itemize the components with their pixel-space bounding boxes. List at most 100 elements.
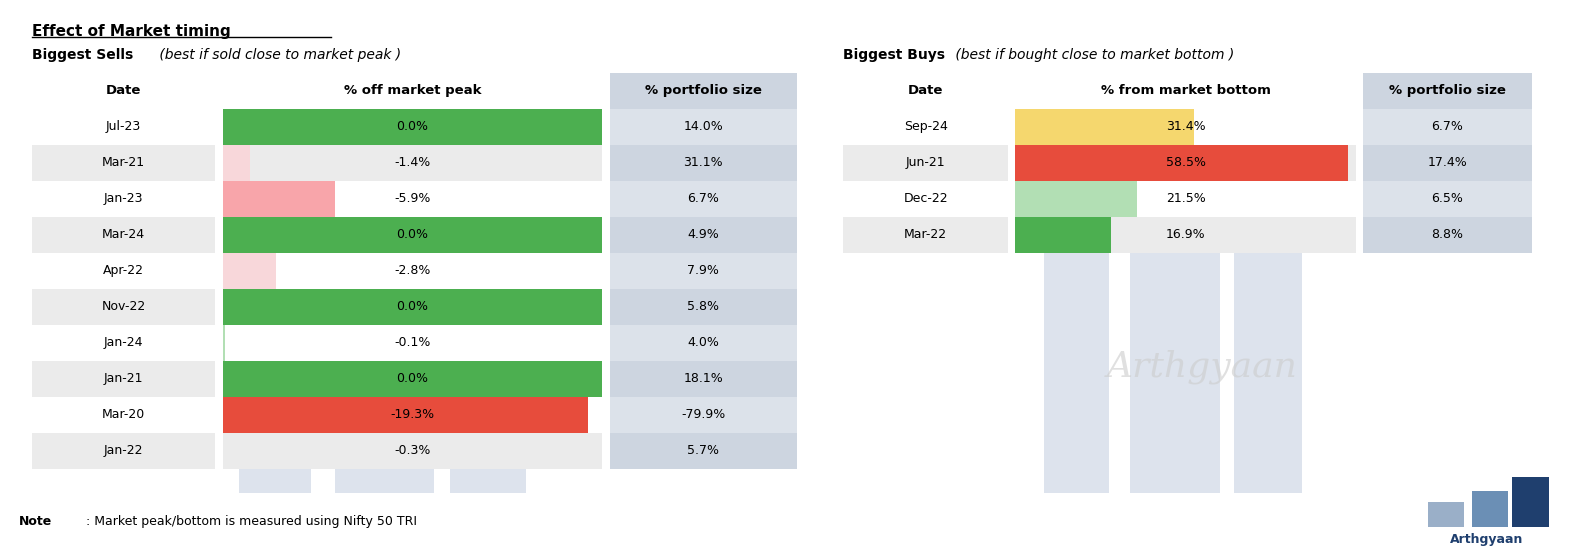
FancyBboxPatch shape (609, 288, 797, 325)
Text: 0.0%: 0.0% (397, 372, 429, 385)
FancyBboxPatch shape (223, 361, 603, 396)
Text: % from market bottom: % from market bottom (1101, 84, 1270, 97)
FancyBboxPatch shape (223, 396, 603, 433)
FancyBboxPatch shape (223, 325, 603, 361)
Text: 31.4%: 31.4% (1165, 120, 1205, 133)
Text: Arthgyaan: Arthgyaan (1449, 533, 1524, 546)
Text: Date: Date (909, 84, 944, 97)
FancyBboxPatch shape (843, 108, 1007, 145)
FancyBboxPatch shape (1015, 181, 1138, 217)
FancyBboxPatch shape (32, 253, 215, 288)
Text: 7.9%: 7.9% (687, 264, 719, 277)
Text: 16.9%: 16.9% (1165, 228, 1205, 241)
FancyBboxPatch shape (32, 145, 215, 181)
Text: Apr-22: Apr-22 (104, 264, 143, 277)
Text: 18.1%: 18.1% (684, 372, 724, 385)
FancyBboxPatch shape (239, 468, 311, 494)
FancyBboxPatch shape (609, 181, 797, 217)
FancyBboxPatch shape (1234, 253, 1302, 494)
Text: 0.0%: 0.0% (397, 300, 429, 313)
FancyBboxPatch shape (32, 217, 215, 253)
FancyBboxPatch shape (609, 73, 797, 108)
FancyBboxPatch shape (1015, 145, 1347, 181)
FancyBboxPatch shape (609, 253, 797, 288)
Text: Note: Note (19, 515, 53, 528)
FancyBboxPatch shape (32, 396, 215, 433)
FancyBboxPatch shape (1471, 491, 1508, 527)
Text: 31.1%: 31.1% (684, 156, 724, 169)
FancyBboxPatch shape (609, 108, 797, 145)
FancyBboxPatch shape (223, 325, 225, 361)
Text: 21.5%: 21.5% (1165, 192, 1205, 205)
Text: Sep-24: Sep-24 (904, 120, 948, 133)
Text: 5.8%: 5.8% (687, 300, 719, 313)
FancyBboxPatch shape (1363, 108, 1532, 145)
Text: 4.9%: 4.9% (687, 228, 719, 241)
FancyBboxPatch shape (223, 433, 603, 468)
FancyBboxPatch shape (609, 325, 797, 361)
FancyBboxPatch shape (1015, 145, 1356, 181)
FancyBboxPatch shape (223, 253, 276, 288)
Text: Jan-22: Jan-22 (104, 444, 143, 457)
FancyBboxPatch shape (223, 181, 335, 217)
FancyBboxPatch shape (1130, 253, 1219, 494)
FancyBboxPatch shape (609, 396, 797, 433)
Text: (best if bought close to market bottom ): (best if bought close to market bottom ) (950, 49, 1234, 63)
FancyBboxPatch shape (32, 73, 593, 108)
Text: % off market peak: % off market peak (344, 84, 481, 97)
Text: 58.5%: 58.5% (1165, 156, 1205, 169)
Text: 0.0%: 0.0% (397, 120, 429, 133)
FancyBboxPatch shape (32, 433, 215, 468)
FancyBboxPatch shape (223, 288, 603, 325)
FancyBboxPatch shape (1015, 108, 1356, 145)
FancyBboxPatch shape (32, 288, 215, 325)
FancyBboxPatch shape (609, 217, 797, 253)
FancyBboxPatch shape (1513, 477, 1549, 527)
FancyBboxPatch shape (1428, 501, 1465, 527)
Text: Nov-22: Nov-22 (102, 300, 145, 313)
FancyBboxPatch shape (450, 468, 526, 494)
FancyBboxPatch shape (843, 145, 1007, 181)
Text: Mar-24: Mar-24 (102, 228, 145, 241)
FancyBboxPatch shape (843, 73, 1349, 108)
FancyBboxPatch shape (843, 217, 1007, 253)
Text: 14.0%: 14.0% (684, 120, 724, 133)
Text: Effect of Market timing: Effect of Market timing (32, 24, 231, 39)
Text: Biggest Buys: Biggest Buys (843, 49, 945, 63)
Text: 5.7%: 5.7% (687, 444, 719, 457)
FancyBboxPatch shape (32, 325, 215, 361)
FancyBboxPatch shape (32, 181, 215, 217)
Text: 17.4%: 17.4% (1428, 156, 1468, 169)
Text: Dec-22: Dec-22 (904, 192, 948, 205)
FancyBboxPatch shape (223, 108, 603, 145)
FancyBboxPatch shape (223, 253, 603, 288)
Text: 0.0%: 0.0% (397, 228, 429, 241)
Text: -0.3%: -0.3% (394, 444, 430, 457)
Text: Jul-23: Jul-23 (105, 120, 142, 133)
FancyBboxPatch shape (223, 145, 603, 181)
FancyBboxPatch shape (609, 145, 797, 181)
FancyBboxPatch shape (335, 468, 434, 494)
FancyBboxPatch shape (223, 361, 603, 396)
Text: 6.5%: 6.5% (1431, 192, 1463, 205)
Text: Biggest Sells: Biggest Sells (32, 49, 134, 63)
FancyBboxPatch shape (1363, 217, 1532, 253)
FancyBboxPatch shape (609, 433, 797, 468)
Text: Jun-21: Jun-21 (905, 156, 945, 169)
Text: -79.9%: -79.9% (681, 408, 725, 421)
Text: Jan-24: Jan-24 (104, 336, 143, 349)
Text: -1.4%: -1.4% (394, 156, 430, 169)
FancyBboxPatch shape (223, 396, 588, 433)
Text: Jan-21: Jan-21 (104, 372, 143, 385)
Text: (best if sold close to market peak ): (best if sold close to market peak ) (155, 49, 402, 63)
FancyBboxPatch shape (1015, 108, 1194, 145)
Text: Date: Date (105, 84, 142, 97)
FancyBboxPatch shape (223, 217, 603, 253)
Text: Mar-22: Mar-22 (904, 228, 947, 241)
Text: 6.7%: 6.7% (687, 192, 719, 205)
Text: -0.1%: -0.1% (394, 336, 430, 349)
FancyBboxPatch shape (1044, 253, 1108, 494)
Text: -5.9%: -5.9% (394, 192, 430, 205)
FancyBboxPatch shape (609, 361, 797, 396)
Text: Mar-21: Mar-21 (102, 156, 145, 169)
